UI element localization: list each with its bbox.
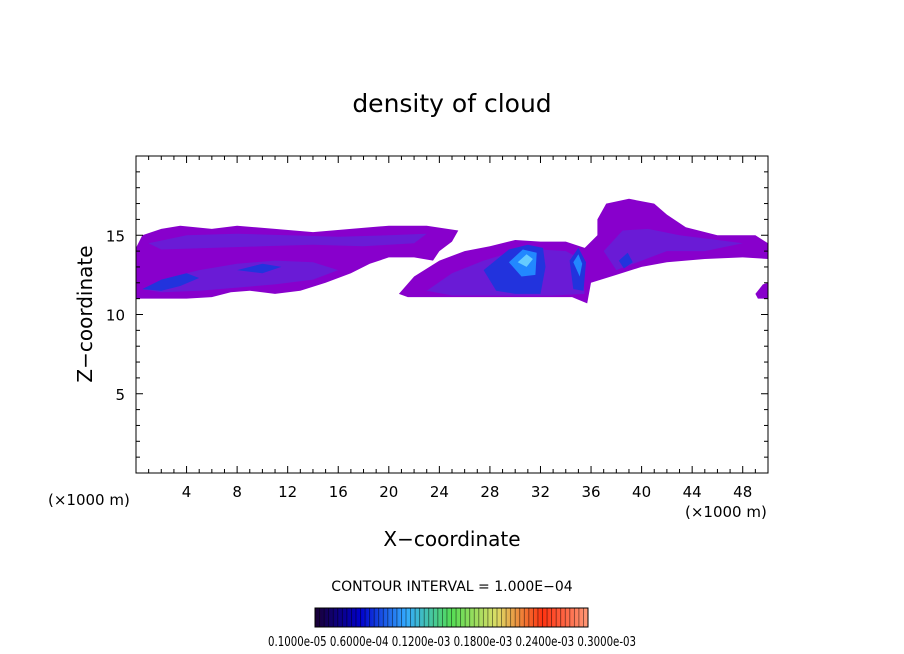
cloud-region-inner xyxy=(618,252,633,269)
x-tick-label: 28 xyxy=(480,483,499,501)
x-tick-label: 44 xyxy=(683,483,702,501)
cloud-region-outer xyxy=(755,282,768,299)
x-tick-label: 40 xyxy=(632,483,651,501)
x-tick-label: 32 xyxy=(531,483,550,501)
x-tick-label: 36 xyxy=(581,483,600,501)
x-tick-label: 24 xyxy=(430,483,449,501)
x-unit-right: (×1000 m) xyxy=(685,503,767,521)
y-tick-label: 15 xyxy=(106,227,125,245)
cloud-field xyxy=(136,198,768,304)
x-tick-label: 12 xyxy=(278,483,297,501)
colorbar-labels: 0.1000e-05 0.6000e-04 0.1200e-03 0.1800e… xyxy=(268,635,636,650)
cloud-region-inner xyxy=(142,273,200,291)
contour-interval-label: CONTOUR INTERVAL = 1.000E−04 xyxy=(331,579,572,595)
cloud-region-mid xyxy=(603,228,743,271)
x-tick-label: 8 xyxy=(232,483,242,501)
x-axis: 4 8 12 16 20 24 28 32 36 40 44 48 xyxy=(148,156,756,501)
plot-frame xyxy=(135,155,769,474)
cloud-region-core xyxy=(573,254,583,277)
y-axis: 5 10 15 xyxy=(106,171,768,458)
y-axis-label: Z−coordinate xyxy=(73,245,97,382)
y-tick-label: 10 xyxy=(106,307,125,325)
chart-title: density of cloud xyxy=(352,89,551,118)
cloud-region-inner xyxy=(237,263,282,274)
cloud-region-mid xyxy=(148,233,427,250)
x-tick-label: 20 xyxy=(379,483,398,501)
x-tick-label: 16 xyxy=(329,483,348,501)
x-tick-label: 4 xyxy=(182,483,192,501)
x-axis-label: X−coordinate xyxy=(383,527,520,551)
colorbar xyxy=(314,607,589,628)
cloud-region-mid xyxy=(142,260,339,293)
x-unit-left: (×1000 m) xyxy=(48,491,130,509)
x-tick-label: 48 xyxy=(733,483,752,501)
y-tick-label: 5 xyxy=(115,386,125,404)
cloud-region-highlight xyxy=(517,254,533,267)
